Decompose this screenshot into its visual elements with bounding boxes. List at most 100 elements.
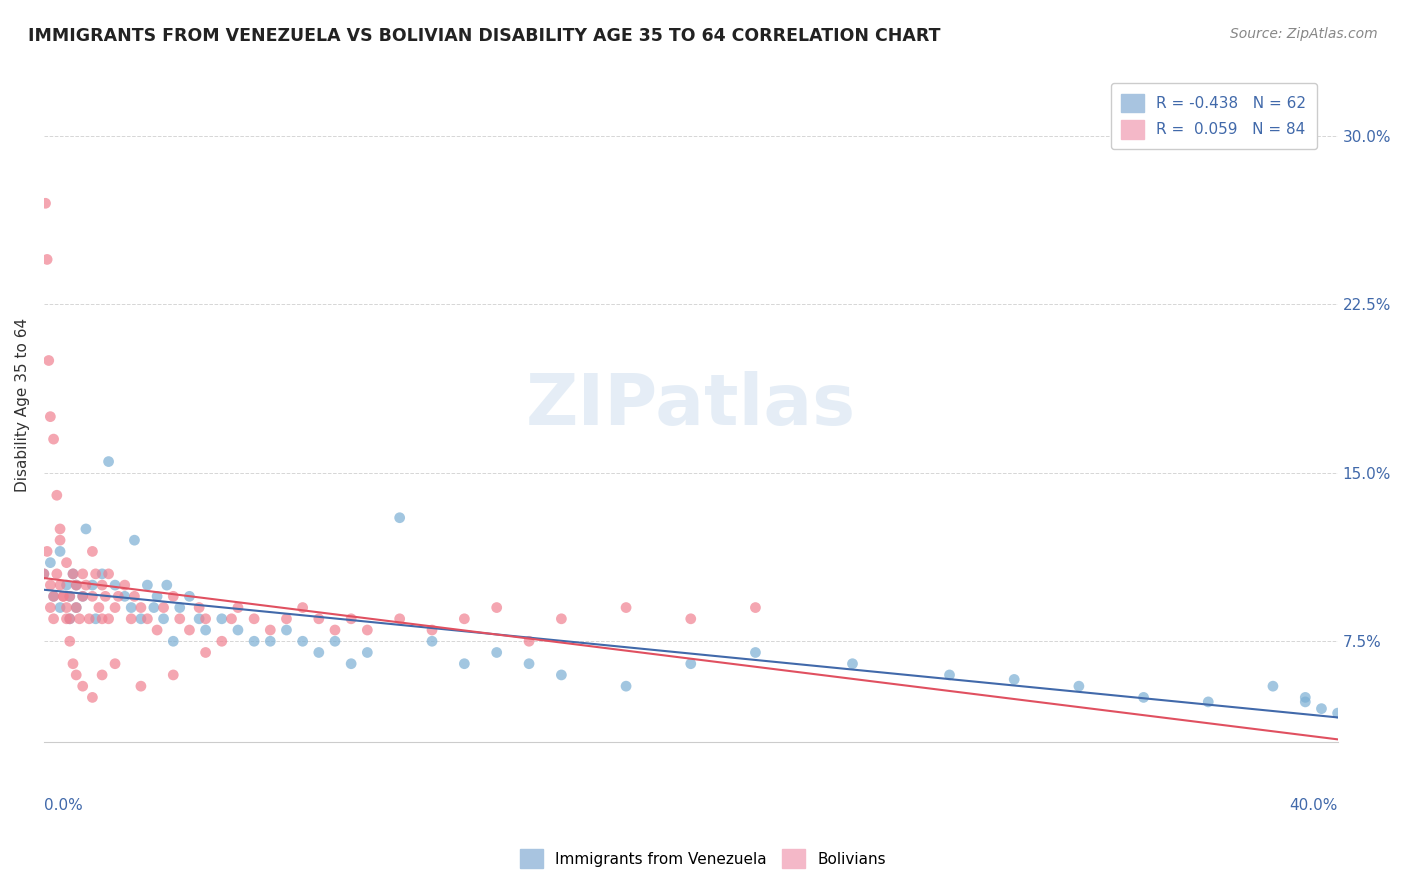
Point (45, 488, 67, 502)
Point (84, 566, 107, 581)
Point (226, 600, 249, 615)
Point (65, 600, 87, 615)
Point (49, 600, 72, 615)
Point (1326, 706, 1348, 720)
Point (37, 252, 59, 267)
Point (243, 634, 266, 648)
Point (388, 612, 411, 626)
Point (55, 612, 77, 626)
Point (104, 600, 127, 615)
Point (104, 578, 127, 592)
Point (243, 612, 266, 626)
Point (55, 600, 77, 615)
Point (211, 634, 233, 648)
Point (97, 454, 120, 468)
Point (152, 600, 174, 615)
Point (169, 600, 191, 615)
Point (59, 590, 82, 604)
Point (485, 600, 508, 615)
Point (679, 612, 702, 626)
Point (114, 590, 136, 604)
Point (120, 600, 142, 615)
Point (77, 612, 100, 626)
Point (744, 600, 766, 615)
Point (49, 533, 72, 548)
Point (42, 590, 65, 604)
Point (62, 566, 84, 581)
Text: ZIPatlas: ZIPatlas (526, 371, 856, 440)
Point (32, 566, 55, 581)
Point (49, 522, 72, 536)
Point (75, 522, 97, 536)
Point (129, 600, 152, 615)
Point (188, 600, 211, 615)
Point (162, 634, 184, 648)
Point (91, 578, 114, 592)
Text: Source: ZipAtlas.com: Source: ZipAtlas.com (1230, 27, 1378, 41)
Point (420, 634, 443, 648)
Point (39, 578, 62, 592)
Point (82, 578, 104, 592)
Point (94, 590, 117, 604)
Point (323, 634, 346, 648)
Point (1310, 701, 1333, 715)
Point (146, 623, 169, 637)
Point (550, 612, 572, 626)
Point (276, 623, 298, 637)
Point (356, 645, 378, 659)
Point (39, 600, 62, 615)
Point (142, 600, 165, 615)
Point (129, 612, 152, 626)
Point (52, 590, 75, 604)
Point (517, 657, 540, 671)
Point (120, 612, 142, 626)
Point (38, 353, 60, 368)
Text: 0.0%: 0.0% (44, 798, 83, 814)
Legend: R = -0.438   N = 62, R =  0.059   N = 84: R = -0.438 N = 62, R = 0.059 N = 84 (1111, 83, 1317, 149)
Point (124, 533, 146, 548)
Point (82, 690, 104, 705)
Point (340, 657, 363, 671)
Point (259, 634, 281, 648)
Point (107, 590, 129, 604)
Point (308, 645, 330, 659)
Point (453, 657, 475, 671)
Point (82, 544, 104, 558)
Point (194, 612, 217, 626)
Point (1261, 679, 1284, 693)
Point (162, 590, 184, 604)
Point (211, 612, 233, 626)
Point (194, 623, 217, 637)
Point (179, 590, 201, 604)
Point (124, 590, 146, 604)
Point (65, 600, 87, 615)
Point (91, 612, 114, 626)
Point (32, 566, 55, 581)
Y-axis label: Disability Age 35 to 64: Disability Age 35 to 64 (15, 318, 30, 492)
Point (194, 645, 217, 659)
Point (259, 623, 281, 637)
Point (614, 679, 637, 693)
Point (1294, 695, 1316, 709)
Point (49, 578, 72, 592)
Point (744, 645, 766, 659)
Point (485, 645, 508, 659)
Point (72, 679, 94, 693)
Point (1067, 679, 1090, 693)
Point (65, 668, 87, 682)
Point (340, 612, 363, 626)
Point (72, 590, 94, 604)
Text: 40.0%: 40.0% (1289, 798, 1337, 814)
Point (59, 634, 82, 648)
Point (679, 657, 702, 671)
Point (156, 578, 179, 592)
Point (62, 657, 84, 671)
Point (59, 590, 82, 604)
Point (323, 623, 346, 637)
Point (179, 623, 201, 637)
Point (1002, 673, 1025, 687)
Point (39, 556, 62, 570)
Point (97, 566, 120, 581)
Point (52, 590, 75, 604)
Point (69, 612, 91, 626)
